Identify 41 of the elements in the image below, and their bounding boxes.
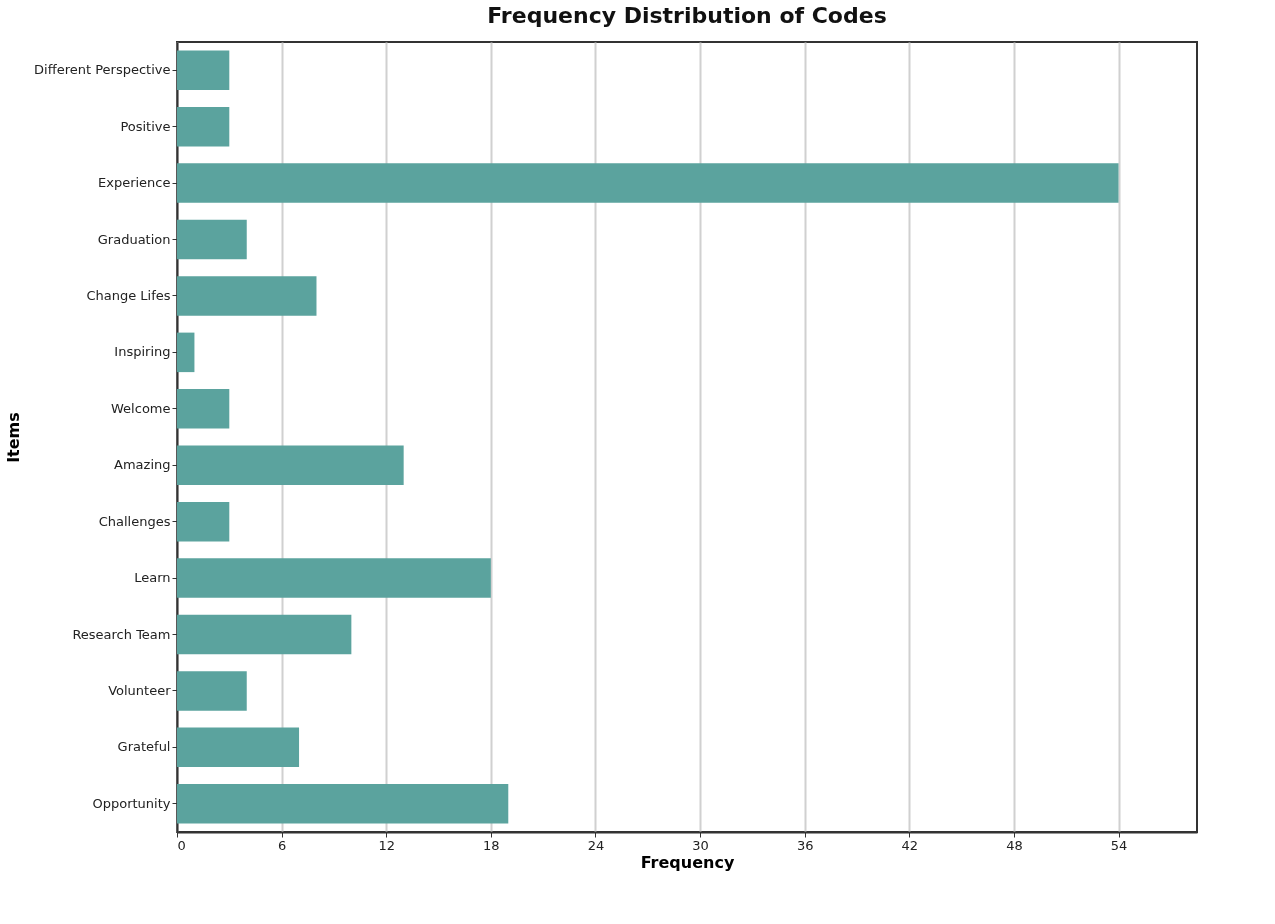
bar <box>177 276 317 316</box>
x-tick-label: 0 <box>177 837 186 853</box>
bar <box>177 389 230 429</box>
bar <box>177 784 509 824</box>
x-tick-label: 12 <box>378 837 395 853</box>
x-tick-label: 24 <box>587 837 605 853</box>
chart-title: Frequency Distribution of Codes <box>487 3 887 28</box>
x-tick-label: 48 <box>1006 837 1023 853</box>
bar <box>177 558 491 598</box>
y-tick-label: Inspiring <box>114 344 171 360</box>
x-tick-label: 30 <box>692 837 709 853</box>
x-tick-label: 42 <box>901 837 919 853</box>
y-tick-label: Positive <box>120 118 171 134</box>
bar <box>177 106 230 147</box>
x-tick-label: 18 <box>483 837 500 853</box>
y-axis-title: Items <box>4 412 24 463</box>
bar <box>177 671 247 711</box>
y-tick-label: Welcome <box>111 400 171 416</box>
y-tick-label: Experience <box>98 175 171 191</box>
x-tick-label: 54 <box>1110 837 1128 853</box>
x-tick-label: 6 <box>277 837 287 853</box>
y-tick-label: Change Lifes <box>86 287 171 303</box>
y-tick-label: Challenges <box>98 513 171 529</box>
bar <box>177 727 300 768</box>
y-tick-label: Volunteer <box>108 682 172 698</box>
bar <box>177 163 1119 203</box>
bar <box>177 50 230 90</box>
y-tick-label: Graduation <box>97 231 171 247</box>
y-tick-label: Research Team <box>72 626 171 642</box>
y-tick-label: Learn <box>134 570 171 586</box>
y-tick-label: Amazing <box>114 457 171 473</box>
bar <box>177 332 195 373</box>
bar <box>177 614 352 655</box>
x-tick-label: 36 <box>796 837 814 853</box>
bar <box>177 501 230 542</box>
y-tick-label: Different Perspective <box>34 62 171 78</box>
x-axis-title: Frequency <box>640 852 735 872</box>
y-tick-label: Opportunity <box>92 795 171 811</box>
bar <box>177 219 247 260</box>
bar <box>177 445 404 485</box>
y-tick-label: Grateful <box>117 739 171 755</box>
